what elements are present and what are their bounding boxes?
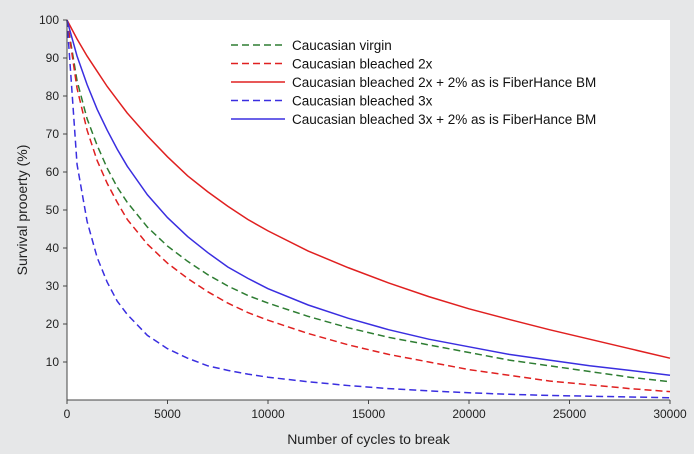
- y-tick-label: 70: [46, 127, 60, 141]
- y-axis-label: Survival prooerty (%): [14, 145, 30, 276]
- x-tick-label: 20000: [452, 407, 486, 421]
- y-tick-label: 10: [46, 355, 60, 369]
- legend-label-1: Caucasian virgin: [292, 38, 392, 53]
- legend-label-4: Caucasian bleached 3x: [292, 94, 433, 109]
- series-line-5: [66, 19, 671, 377]
- x-tick-label: 25000: [553, 407, 587, 421]
- x-axis-label: Number of cycles to break: [287, 431, 451, 447]
- legend-label-2: Caucasian bleached 2x: [292, 57, 433, 72]
- y-tick-label: 100: [39, 13, 59, 27]
- y-tick-label: 60: [46, 165, 60, 179]
- x-ticks: 0 5000 10000 15000 20000 25000 30000: [64, 400, 687, 421]
- y-tick-label: 90: [46, 51, 60, 65]
- y-tick-label: 40: [46, 241, 60, 255]
- y-tick-label: 50: [46, 203, 60, 217]
- legend-label-3: Caucasian bleached 2x + 2% as is FiberHa…: [292, 75, 596, 90]
- series-line-3: [66, 19, 671, 359]
- x-tick-label: 5000: [154, 407, 181, 421]
- y-ticks: 10 20 30 40 50 60 70 80 90 100: [39, 13, 67, 369]
- x-tick-label: 0: [64, 407, 71, 421]
- series-layer: [66, 19, 671, 399]
- y-tick-label: 20: [46, 317, 60, 331]
- series-line-4: [66, 19, 671, 399]
- x-tick-label: 10000: [251, 407, 285, 421]
- legend-label-5: Caucasian bleached 3x + 2% as is FiberHa…: [292, 112, 596, 127]
- x-tick-label: 30000: [653, 407, 687, 421]
- y-tick-label: 30: [46, 279, 60, 293]
- x-tick-label: 15000: [352, 407, 386, 421]
- series-line-2: [66, 19, 671, 393]
- plot-background: [67, 20, 670, 400]
- legend: Caucasian virgin Caucasian bleached 2x Cau…: [231, 38, 596, 127]
- y-tick-label: 80: [46, 89, 60, 103]
